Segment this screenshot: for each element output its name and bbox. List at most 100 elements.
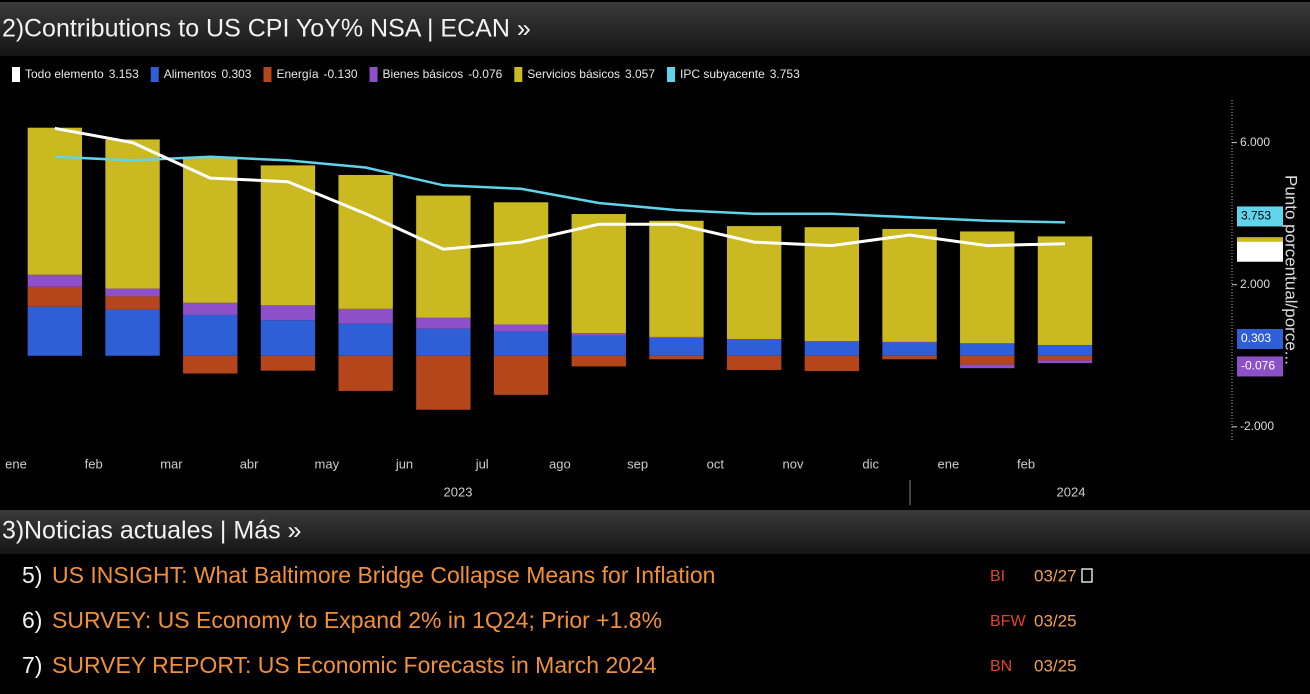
bar-segment [960,364,1015,369]
bar-segment [416,317,471,329]
value-flag-label: 0.303 [1241,331,1271,345]
bar-segment [649,220,704,337]
bar-segment [105,296,160,310]
bar-segment [726,339,782,340]
news-number: 7) [22,652,42,678]
chart-header [0,2,1310,56]
legend-swatch [514,67,523,82]
legend-label: Servicios básicos [527,67,620,81]
value-flag-label: 3.753 [1241,209,1271,223]
bar-segment [882,355,937,360]
bar-segment [571,355,626,367]
bar-segment [882,228,937,342]
x-tick-label: dic [862,456,879,471]
bar-segment [882,342,937,356]
value-flag-label: 3.153 [1241,244,1271,258]
bar-segment [649,355,704,360]
bar-segment [416,195,471,318]
legend-value: 3.153 [109,67,139,81]
bar-segment [1037,360,1093,364]
bar-segment [260,320,316,356]
bar-segment [882,341,937,343]
bar-segment [960,355,1015,365]
bar-segment [571,335,626,356]
bar-segment [183,302,238,315]
news-source: BFW [990,613,1026,630]
bar-segment [27,127,83,275]
legend-value: -0.130 [324,67,358,81]
bar-segment [493,331,549,356]
bar-segment [338,174,393,309]
legend-value: -0.076 [468,67,502,81]
bar-segment [105,309,160,356]
bar-segment [726,226,782,340]
legend-label: IPC subyacente [680,67,765,81]
x-tick-label: mar [160,456,183,471]
bar-segment [260,305,316,321]
news-title[interactable]: Noticias actuales | Más » [24,517,301,545]
bar-segment [183,156,238,303]
legend-value: 3.753 [770,67,800,81]
bar-segment [183,355,238,374]
y-tick-label: 2.000 [1240,277,1270,291]
news-date: 03/27 [1034,566,1077,585]
x-tick-label: feb [1017,456,1035,471]
bar-segment [1037,236,1093,345]
value-flag [1237,328,1283,349]
bar-segment [338,308,393,324]
x-tick-label: ene [938,456,960,471]
bar-segment [416,355,471,410]
legend-label: Bienes básicos [383,67,464,81]
line-series [54,155,1066,224]
bar-segment [1037,355,1093,361]
legend-swatch [369,67,378,82]
legend-label: Energía [276,67,318,81]
x-tick-label: may [315,456,340,471]
news-panel-number: 3) [2,517,24,545]
y-tick-label: 6.000 [1240,135,1270,149]
x-tick-label: jul [475,456,489,471]
news-number: 6) [22,607,42,633]
news-header [0,510,1310,554]
bar-segment [183,314,238,356]
bar-segment [260,355,316,371]
legend-value: 0.303 [221,67,251,81]
chart-title[interactable]: Contributions to US CPI YoY% NSA | ECAN … [24,15,531,43]
legend-swatch [667,67,676,82]
bar-segment [338,355,393,391]
bar-segment [27,306,83,356]
x-tick-label: feb [85,456,103,471]
bar-segment [960,231,1015,344]
news-date: 03/25 [1034,611,1077,630]
bar-segment [416,328,471,356]
news-headline[interactable]: US INSIGHT: What Baltimore Bridge Collap… [52,562,715,588]
story-icon[interactable] [1081,568,1093,583]
legend-swatch [12,67,20,82]
x-tick-label: ago [549,456,571,471]
bar-segment [260,165,316,306]
bar-segment [571,214,626,334]
bar-segment [105,288,160,297]
line-series [54,126,1066,251]
news-headline[interactable]: SURVEY: US Economy to Expand 2% in 1Q24;… [52,607,662,633]
y-axis-label: Punto porcentual/porce... [1282,175,1301,365]
news-headline[interactable]: SURVEY REPORT: US Economic Forecasts in … [52,652,657,678]
legend-label: Alimentos [164,67,217,81]
news-source: BI [990,568,1005,585]
legend-swatch [263,67,272,82]
bar-segment [105,139,160,289]
value-flag [1237,206,1283,227]
x-group-label: 2024 [1057,484,1086,499]
legend-value: 3.057 [625,67,655,81]
bar-segment [649,336,704,338]
x-tick-label: nov [783,456,804,471]
bar-segment [27,274,83,287]
bar-segment [1037,344,1093,356]
legend-label: Todo elemento [25,67,104,81]
news-number: 5) [22,562,42,588]
bar-segment [493,324,549,332]
x-group-label: 2023 [444,484,473,499]
bar-segment [726,355,782,370]
x-tick-label: oct [707,456,725,471]
value-flag [1237,241,1283,262]
